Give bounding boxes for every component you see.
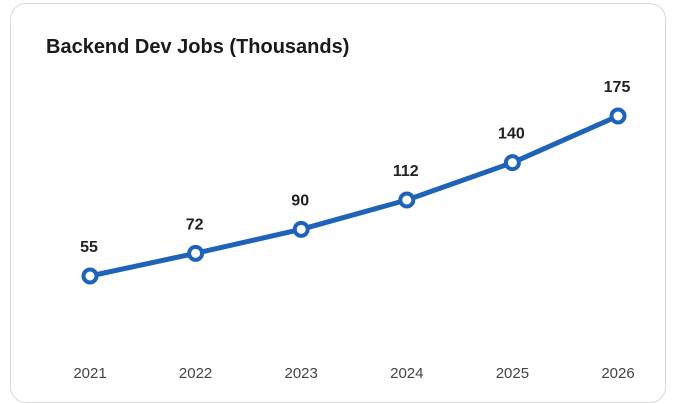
x-tick-label-2025: 2025 (496, 365, 529, 382)
data-label-2021: 55 (80, 239, 98, 256)
data-point-2024 (398, 191, 416, 209)
data-point-2022 (187, 244, 205, 262)
x-axis: 2021 2022 2023 2024 2025 2026 (73, 365, 634, 382)
x-tick-label-2022: 2022 (179, 365, 212, 382)
data-point-2026 (609, 107, 627, 125)
data-label-2024: 112 (393, 163, 419, 180)
chart-card: Backend Dev Jobs (Thousands) (10, 3, 666, 403)
x-tick-label-2024: 2024 (390, 365, 423, 382)
chart-title: Backend Dev Jobs (Thousands) (46, 36, 350, 58)
data-point-2021 (81, 267, 99, 285)
x-tick-label-2021: 2021 (73, 365, 106, 382)
series-line (87, 113, 621, 279)
data-point-2025 (503, 154, 521, 172)
series-layer (81, 107, 627, 285)
data-label-layer: 55 72 90 112 140 175 (80, 79, 630, 256)
x-tick-label-2026: 2026 (601, 365, 634, 382)
x-tick-label-2023: 2023 (285, 365, 318, 382)
data-label-2022: 72 (186, 216, 204, 233)
data-point-2023 (292, 220, 310, 238)
data-label-2025: 140 (498, 126, 525, 143)
data-label-2023: 90 (291, 192, 309, 209)
data-label-2026: 175 (604, 79, 631, 96)
